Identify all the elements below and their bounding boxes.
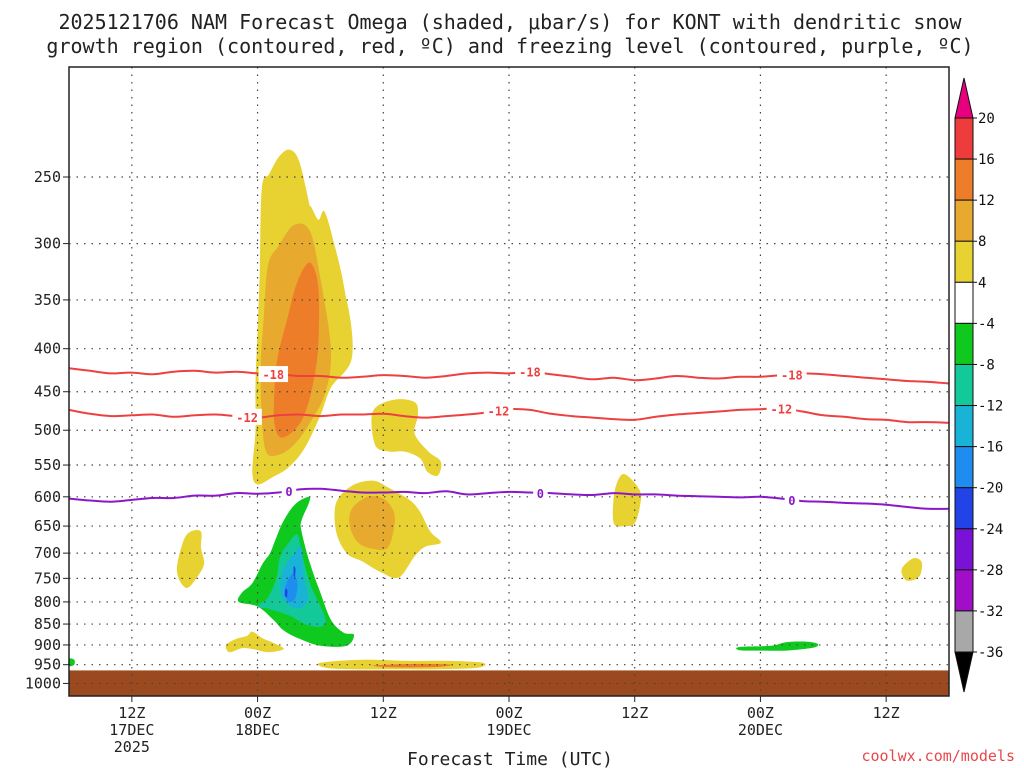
colorbar-bin-10	[954, 487, 974, 530]
colorbar-bin-1	[954, 117, 974, 160]
colorbar-bin-13	[954, 610, 974, 653]
contour-label-bg-0-1	[515, 363, 545, 380]
contour-label-bg-2-0	[281, 482, 297, 499]
omega-region-gold-blob-650	[349, 495, 395, 550]
contour-label-0-0: -18	[262, 368, 284, 382]
y-tick-label-1000: 1000	[25, 674, 61, 692]
contour-label-1-1: -12	[488, 405, 510, 419]
colorbar-label-0: 20	[978, 111, 995, 127]
y-tick-label-400: 400	[34, 340, 61, 358]
omega-region-yellow-blob-740-day3	[901, 558, 923, 581]
colorbar-bin-11	[954, 528, 974, 571]
y-tick-label-650: 650	[34, 517, 61, 535]
colorbar-label-6: -8	[978, 357, 995, 373]
contour-lines: -18 -18 -18 -12 -12 -12 0 0 0	[68, 363, 950, 510]
colorbar-cap-top	[954, 77, 974, 119]
colorbar-bin-12	[954, 569, 974, 612]
omega-region-sinking-blue	[284, 573, 298, 603]
colorbar-label-4: 4	[978, 275, 986, 291]
x-tick-label-0-0: 12Z	[118, 704, 145, 722]
colorbar-label-8: -16	[978, 440, 1003, 456]
x-tick-label-6-0: 12Z	[873, 704, 900, 722]
chart-title-line-2: growth region (contoured, red, ºC) and f…	[46, 34, 973, 58]
y-tick-label-600: 600	[34, 488, 61, 506]
contour-label-0-1: -18	[519, 366, 541, 380]
x-tick-label-5-1: 20DEC	[738, 721, 783, 739]
y-tick-label-750: 750	[34, 569, 61, 587]
contour-label-bg-1-1	[483, 402, 514, 419]
x-tick-label-5-0: 00Z	[747, 704, 774, 722]
y-tick-label-700: 700	[34, 544, 61, 562]
y-tick-label-900: 900	[34, 636, 61, 654]
credit-link[interactable]: coolwx.com/models	[861, 747, 1015, 765]
contour-label-bg-1-2	[766, 400, 797, 417]
x-axis-label: Forecast Time (UTC)	[407, 749, 613, 768]
chart-title-line-1: 2025121706 NAM Forecast Omega (shaded, μ…	[58, 10, 962, 34]
colorbar-label-7: -12	[978, 399, 1003, 415]
colorbar-bin-9	[954, 446, 974, 489]
omega-region-rising-column-yellow-top	[309, 205, 353, 351]
x-tick-label-3-1: 19DEC	[486, 721, 531, 739]
colorbar-bin-7	[954, 363, 974, 407]
omega-region-sinking-darkblue	[293, 566, 296, 578]
colorbar-label-5: -4	[978, 316, 995, 332]
x-tick-label-0-1: 17DEC	[109, 721, 154, 739]
colorbar-label-2: 12	[978, 193, 995, 209]
contour-label-bg-2-2	[784, 491, 800, 508]
colorbar: 20 16 12 8 4 -4 -8 -12 -16 -20 -24 -28 -32 -36	[954, 77, 1003, 693]
y-tick-label-850: 850	[34, 615, 61, 633]
y-tick-label-800: 800	[34, 593, 61, 611]
contour-label-0-2: -18	[781, 368, 803, 382]
x-tick-label-2-0: 12Z	[370, 704, 397, 722]
contour-label-bg-1-0	[232, 408, 262, 425]
contour-label-bg-0-0	[258, 366, 289, 383]
colorbar-bin-4	[954, 240, 974, 283]
omega-region-rising-column-orange	[273, 262, 320, 438]
omega-region-sinking-green-day3	[736, 641, 819, 651]
contour-label-bg-2-1	[533, 484, 548, 501]
contour-label-2-2: 0	[788, 494, 795, 508]
omega-shading	[68, 149, 923, 670]
colorbar-bin-5	[954, 281, 974, 324]
contour-label-2-1: 0	[537, 487, 544, 501]
x-tick-label-1-1: 18DEC	[235, 721, 280, 739]
colorbar-label-13: -36	[978, 645, 1003, 661]
colorbar-bin-2	[954, 158, 974, 201]
contour-label-1-0: -12	[236, 411, 258, 425]
omega-region-yellow-blob-900	[225, 631, 284, 653]
colorbar-bin-8	[954, 405, 974, 448]
axis-ticks: 250 300 350 400 450 500 550 600 650 700 750 800 850 9…	[25, 168, 900, 756]
y-tick-label-250: 250	[34, 168, 61, 186]
colorbar-label-3: 8	[978, 234, 986, 250]
y-tick-label-500: 500	[34, 421, 61, 439]
x-tick-label-4-0: 12Z	[621, 704, 648, 722]
contour-label-1-2: -12	[771, 402, 793, 416]
y-tick-label-300: 300	[34, 235, 61, 253]
y-tick-label-350: 350	[34, 291, 61, 309]
colorbar-label-1: 16	[978, 152, 995, 168]
omega-region-yellow-blob-610-day2	[612, 473, 642, 527]
x-tick-label-1-0: 00Z	[244, 704, 271, 722]
colorbar-label-12: -32	[978, 604, 1003, 620]
omega-region-yellow-blob-500	[371, 399, 442, 477]
colorbar-label-10: -24	[978, 522, 1003, 538]
plot-frame	[68, 66, 950, 697]
x-tick-label-0-2: 2025	[114, 738, 150, 756]
colorbar-cap-bottom	[954, 651, 974, 693]
contour-label-2-0: 0	[285, 485, 292, 499]
grid-lines	[69, 67, 949, 696]
omega-region-sinking-darkblue-2	[284, 588, 288, 598]
colorbar-label-11: -28	[978, 563, 1003, 579]
colorbar-bin-3	[954, 199, 974, 242]
y-tick-label-450: 450	[34, 383, 61, 401]
omega-region-yellow-blob-720	[176, 529, 205, 589]
contour-line-2	[68, 487, 950, 510]
x-tick-label-3-0: 00Z	[495, 704, 522, 722]
colorbar-bin-6	[954, 322, 974, 365]
y-tick-label-950: 950	[34, 656, 61, 674]
contour-label-bg-0-2	[777, 366, 807, 383]
y-tick-label-550: 550	[34, 456, 61, 474]
colorbar-label-9: -20	[978, 481, 1003, 497]
